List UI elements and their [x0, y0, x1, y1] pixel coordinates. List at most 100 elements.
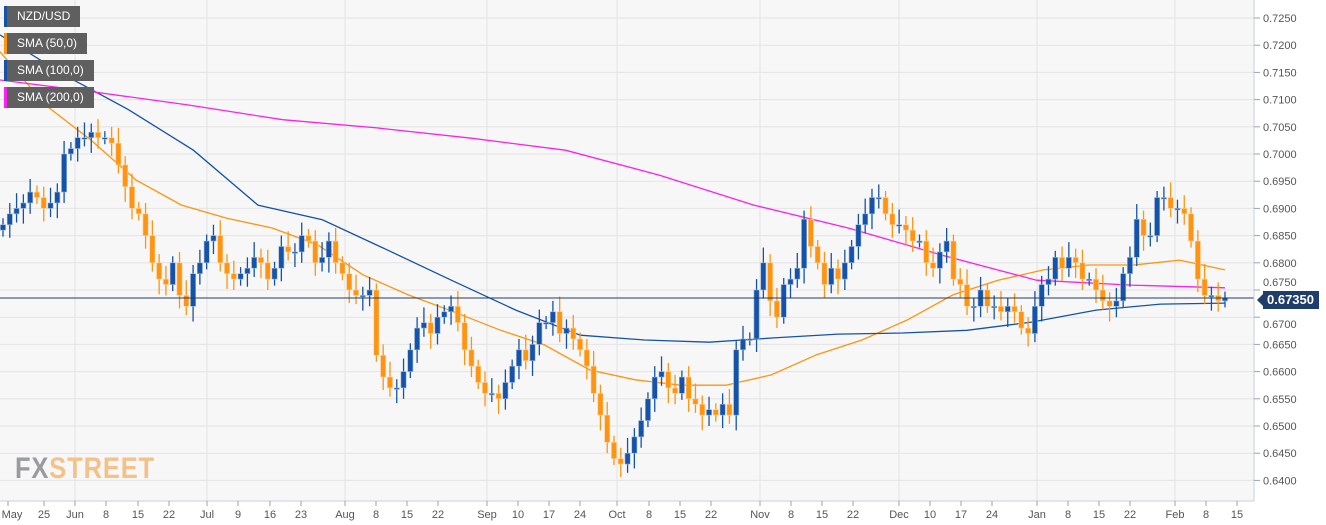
candle-body — [522, 349, 529, 362]
candle — [964, 269, 970, 316]
candle-body — [563, 327, 570, 334]
candle-body — [896, 224, 903, 227]
candle — [706, 396, 712, 426]
candle — [767, 254, 774, 317]
candle-body — [244, 267, 251, 274]
x-tick-label: 10 — [924, 509, 936, 521]
candle — [196, 249, 203, 285]
candle — [1167, 182, 1174, 218]
candle-body — [20, 202, 27, 209]
candle — [325, 232, 332, 273]
candle-body — [339, 262, 346, 274]
candle-body — [421, 322, 427, 329]
y-tick-label: 0.7100 — [1263, 95, 1297, 107]
candle-body — [556, 311, 563, 334]
candle — [475, 359, 482, 390]
candle-body — [298, 235, 305, 253]
candle — [807, 206, 814, 258]
candle-body — [237, 273, 244, 280]
candle — [495, 384, 502, 415]
candle-body — [74, 137, 81, 149]
candle-body — [998, 306, 1004, 313]
candle-body — [468, 349, 475, 367]
candle-body — [909, 229, 916, 242]
candle-body — [787, 278, 794, 285]
candle-body — [821, 262, 828, 285]
y-tick-label: 0.6800 — [1263, 258, 1297, 270]
x-tick-label: 10 — [512, 509, 524, 521]
candle-body — [740, 338, 746, 351]
candle-body — [624, 452, 631, 465]
candle — [719, 393, 726, 429]
candle — [95, 119, 101, 149]
y-tick-label: 0.6650 — [1263, 339, 1297, 351]
candle — [1032, 291, 1038, 343]
candle-body — [611, 442, 617, 459]
candle-body — [1004, 306, 1011, 313]
candle — [1093, 268, 1099, 304]
candle — [753, 279, 760, 353]
candle-body — [774, 300, 780, 318]
candle-body — [292, 251, 298, 254]
y-tick-label: 0.7150 — [1263, 67, 1297, 79]
candle-body — [1208, 295, 1215, 298]
candle — [332, 227, 339, 274]
candle — [692, 383, 699, 413]
candle-body — [332, 240, 339, 264]
candle — [821, 251, 828, 298]
candle-body — [869, 197, 875, 215]
candle-body — [848, 246, 855, 264]
candle — [1065, 242, 1072, 277]
x-tick-label: 22 — [432, 509, 444, 521]
candle-body — [841, 262, 848, 280]
candle — [936, 243, 943, 284]
candle — [1161, 186, 1167, 211]
candle — [740, 325, 746, 361]
candle-body — [672, 387, 678, 394]
candle-body — [1140, 218, 1147, 236]
candle — [1059, 246, 1065, 282]
candle-body — [149, 235, 156, 264]
candle — [1147, 222, 1154, 247]
candle — [828, 253, 835, 294]
y-tick-label: 0.7050 — [1263, 122, 1297, 134]
x-tick-label: 8 — [646, 509, 652, 521]
sma-line-500 — [0, 51, 1226, 386]
candle — [149, 220, 156, 272]
candle-body — [196, 262, 203, 274]
logo-street: STREET — [49, 452, 155, 485]
candle — [176, 251, 183, 309]
candle-body — [583, 349, 590, 367]
candle-body — [129, 186, 135, 209]
candle — [298, 222, 305, 263]
candle — [224, 254, 230, 289]
candle — [733, 341, 740, 431]
candle — [1106, 292, 1113, 322]
candle-body — [1065, 257, 1072, 269]
candle — [88, 123, 95, 153]
candle — [529, 335, 536, 376]
candle — [163, 266, 169, 296]
candle-body — [1147, 235, 1154, 238]
x-tick-label: Jan — [1028, 509, 1046, 521]
candle — [896, 209, 903, 234]
candle-body — [1154, 197, 1161, 236]
candle-body — [115, 142, 122, 166]
x-tick-label: 22 — [163, 509, 175, 521]
candle — [1140, 210, 1147, 251]
candle — [1072, 248, 1079, 279]
candle — [726, 389, 733, 424]
candle-body — [604, 414, 611, 443]
candle — [678, 370, 685, 400]
legend-sma-200: SMA (200,0) — [4, 87, 94, 108]
candle-body — [638, 420, 645, 438]
candle — [414, 317, 421, 363]
candle-body — [631, 436, 638, 454]
candle — [1154, 190, 1161, 243]
y-tick-label: 0.6750 — [1263, 277, 1297, 289]
candle — [869, 188, 875, 230]
candle — [142, 202, 149, 249]
candle — [604, 402, 611, 454]
candle-body — [1222, 297, 1228, 302]
candle — [814, 239, 821, 270]
